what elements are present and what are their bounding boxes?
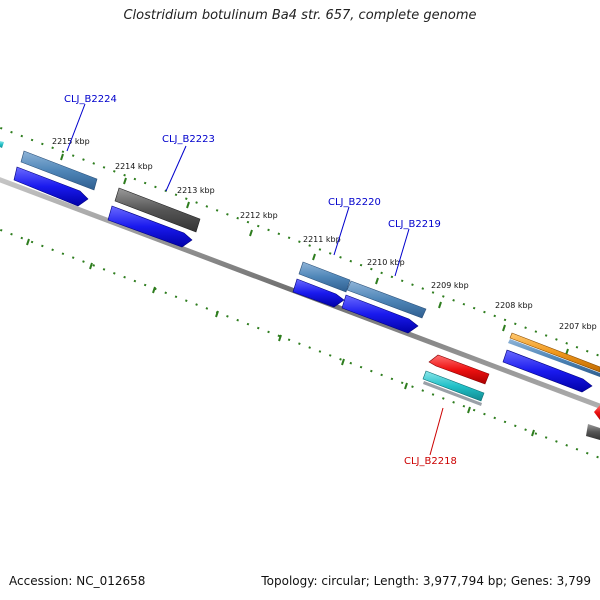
tick-label-2214: 2214 kbp <box>115 162 153 171</box>
gene-clj-b2218-bar[interactable] <box>422 370 485 402</box>
inner-tick-mark <box>278 334 282 342</box>
gene-clj-b2220-bar[interactable] <box>298 261 351 293</box>
gene-labels: CLJ_B2224 CLJ_B2223 CLJ_B2220 CLJ_B2219 … <box>64 94 457 467</box>
gene-right-steel-bar[interactable] <box>508 339 600 377</box>
gene-clj-b2224[interactable] <box>13 150 98 207</box>
tick-label-2209: 2209 kbp <box>431 281 469 290</box>
inner-tick-mark <box>341 358 345 366</box>
tick-mark-2212 <box>249 229 253 237</box>
gene-clj-b2220[interactable] <box>292 261 351 308</box>
gene-clj-b2224-bar[interactable] <box>20 150 98 191</box>
tick-label-2212: 2212 kbp <box>240 211 278 220</box>
cds-clj-b2220-arrow[interactable] <box>292 278 345 308</box>
tick-label-2207: 2207 kbp <box>559 322 597 331</box>
tick-label-2211: 2211 kbp <box>303 235 341 244</box>
leader-clj-b2224 <box>66 103 86 152</box>
gene-clj-b2223[interactable] <box>107 187 201 248</box>
tick-mark-2213 <box>186 201 190 209</box>
cds-partial-right-red[interactable] <box>594 405 600 420</box>
gene-label-clj-b2218[interactable]: CLJ_B2218 <box>404 456 457 467</box>
outer-tick-track <box>0 126 600 357</box>
gene-label-clj-b2224[interactable]: CLJ_B2224 <box>64 94 117 105</box>
tick-mark-2214 <box>123 177 127 185</box>
accession-text: Accession: NC_012658 <box>9 574 146 588</box>
gene-label-clj-b2220[interactable]: CLJ_B2220 <box>328 197 381 208</box>
tick-mark-2215 <box>60 153 64 161</box>
gene-clj-b2223-bar[interactable] <box>114 187 201 233</box>
gene-right-orange[interactable] <box>502 332 600 393</box>
tick-mark-2208 <box>502 324 506 332</box>
inner-tick-mark <box>404 382 408 390</box>
inner-tick-mark <box>26 238 30 246</box>
genome-summary-text: Topology: circular; Length: 3,977,794 bp… <box>261 574 591 588</box>
outer-tick-dotted-line <box>0 126 600 357</box>
inner-tick-mark <box>531 429 535 437</box>
gene-clj-b2218[interactable] <box>422 354 490 406</box>
gene-partial-right-gray[interactable] <box>586 424 600 440</box>
leader-clj-b2220 <box>333 206 350 256</box>
inner-tick-track <box>0 228 600 459</box>
cds-right-blue-arrow[interactable] <box>502 349 593 393</box>
tick-label-2213: 2213 kbp <box>177 186 215 195</box>
cds-clj-b2219-arrow[interactable] <box>341 294 419 334</box>
tick-mark-2211 <box>312 253 316 261</box>
tick-label-2208: 2208 kbp <box>495 301 533 310</box>
inner-tick-mark <box>467 406 471 414</box>
tick-label-2210: 2210 kbp <box>367 258 405 267</box>
gene-clj-b2219[interactable] <box>341 280 427 334</box>
map-title: Clostridium botulinum Ba4 str. 657, comp… <box>123 8 477 23</box>
tick-mark-2210 <box>375 277 379 285</box>
leader-clj-b2223 <box>165 145 187 192</box>
cds-clj-b2224-arrow[interactable] <box>13 166 89 207</box>
gene-label-clj-b2219[interactable]: CLJ_B2219 <box>388 219 441 230</box>
inner-tick-mark <box>152 286 156 294</box>
leader-clj-b2219 <box>394 228 410 277</box>
gene-clj-b2219-bar[interactable] <box>346 280 427 319</box>
inner-tick-mark <box>89 262 93 270</box>
gene-clj-b2218-gray-bar[interactable] <box>423 381 482 406</box>
label-leaders <box>66 103 444 456</box>
leader-clj-b2218 <box>429 407 444 456</box>
gene-partial-left-teal[interactable] <box>0 141 4 148</box>
cds-clj-b2223-arrow[interactable] <box>107 205 193 248</box>
cds-clj-b2218-arrow[interactable] <box>428 354 490 385</box>
tick-mark-2209 <box>438 301 442 309</box>
gene-label-clj-b2223[interactable]: CLJ_B2223 <box>162 134 215 145</box>
gene-right-orange-bar[interactable] <box>509 332 600 373</box>
inner-tick-mark <box>215 310 219 318</box>
